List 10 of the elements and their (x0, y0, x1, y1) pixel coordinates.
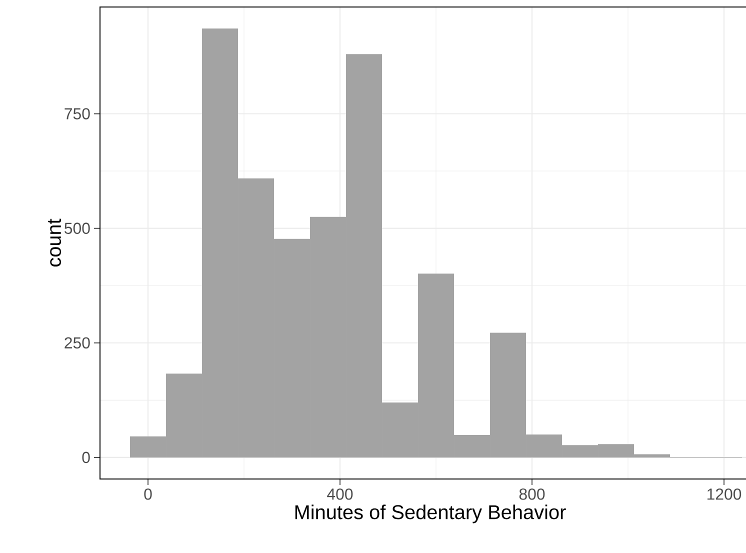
y-tick-label: 500 (64, 222, 90, 234)
y-tick-label: 250 (64, 337, 90, 349)
x-tick-label: 1200 (707, 488, 742, 500)
y-axis-title: count (48, 218, 62, 267)
x-tick-label: 800 (519, 488, 545, 500)
y-tick-label: 0 (82, 452, 90, 464)
x-axis-title: Minutes of Sedentary Behavior (295, 504, 566, 524)
x-tick-label: 0 (144, 488, 152, 500)
x-tick-label: 400 (327, 488, 353, 500)
y-tick-label: 750 (64, 108, 90, 120)
